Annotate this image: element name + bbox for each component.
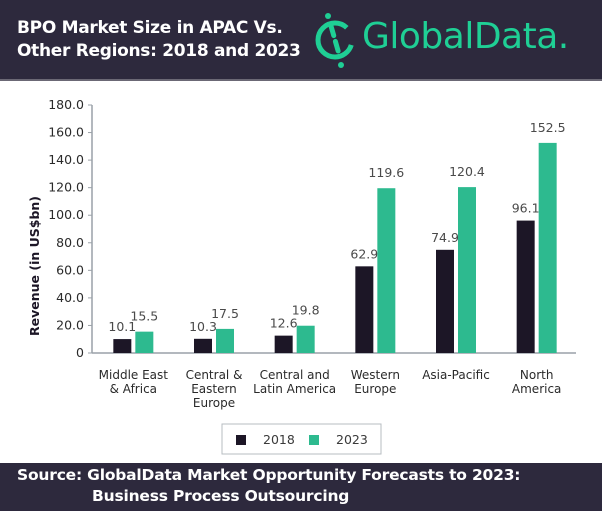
y-tick-label: 120.0 (48, 180, 84, 195)
bar-2018 (355, 266, 374, 353)
data-label-2018: 10.1 (108, 319, 136, 334)
bar-2018 (194, 338, 212, 353)
bar-2018 (516, 220, 535, 353)
y-tick-label: 100.0 (48, 207, 84, 222)
x-tick-label: Europe (193, 396, 235, 410)
y-tick-label: 20.0 (56, 317, 84, 332)
y-tick-label: 140.0 (48, 152, 84, 167)
y-tick-label: 60.0 (56, 262, 84, 277)
y-tick-label: 40.0 (56, 290, 84, 305)
bar-2018 (436, 249, 454, 353)
bar-2023 (216, 328, 234, 353)
x-tick-label: Central and (260, 368, 330, 382)
legend-swatch-2023 (309, 435, 319, 445)
bar-2018 (274, 335, 293, 353)
y-tick-label: 80.0 (56, 235, 84, 250)
globaldata-logo-text: GlobalData. (362, 16, 569, 57)
data-label-2023: 19.8 (292, 303, 320, 318)
data-label-2018: 62.9 (350, 246, 378, 261)
bars-group: 10.115.5 10.317.5 12.619.8 62.9 119.6 74.9 120… (108, 120, 566, 353)
bar-2023 (458, 187, 476, 353)
x-tick-label: Eastern (191, 382, 237, 396)
legend-label-2018: 2018 (263, 432, 295, 447)
y-tick-label: 160.0 (48, 125, 84, 140)
header-banner: BPO Market Size in APAC Vs. Other Region… (0, 0, 602, 81)
x-tick-label: America (512, 382, 562, 396)
y-axis-ticks: 0 20.0 40.0 60.0 80.0 100.0 120.0 140.0 160.0 180… (48, 97, 92, 360)
data-label-2018: 10.3 (189, 319, 217, 334)
chart-title-line1: BPO Market Size in APAC Vs. (17, 18, 283, 38)
x-tick-label: North (520, 368, 554, 382)
data-label-2018: 12.6 (270, 316, 298, 331)
source-line1: Source: GlobalData Market Opportunity Fo… (17, 466, 521, 484)
data-label-2023: 15.5 (130, 309, 158, 324)
data-label-2023: 152.5 (530, 120, 566, 135)
bar-2023 (538, 142, 557, 353)
data-label-2018: 74.9 (431, 230, 459, 245)
x-tick-label: Europe (354, 382, 396, 396)
bar-chart: Revenue (in US$bn) 0 20.0 40.0 60.0 80.0 100.… (27, 97, 576, 455)
data-label-2023: 17.5 (211, 306, 239, 321)
y-tick-label: 180.0 (48, 97, 84, 112)
legend-label-2023: 2023 (336, 432, 368, 447)
data-label-2023: 120.4 (449, 164, 485, 179)
data-label-2018: 96.1 (512, 201, 540, 216)
x-tick-label: & Africa (110, 382, 157, 396)
source-footer: Source: GlobalData Market Opportunity Fo… (0, 463, 602, 511)
y-tick-label: 0 (76, 345, 84, 360)
source-line2: Business Process Outsourcing (92, 487, 350, 505)
legend-swatch-2018 (236, 435, 246, 445)
y-axis-label: Revenue (in US$bn) (27, 196, 42, 336)
x-tick-label: Western (351, 368, 400, 382)
bar-2018 (113, 339, 132, 353)
legend: 2018 2023 (221, 423, 382, 455)
x-tick-label: Asia-Pacific (422, 368, 490, 382)
globaldata-logo-icon (315, 13, 355, 68)
legend-box (221, 423, 382, 455)
x-tick-label: Middle East (99, 368, 169, 382)
data-label-2023: 119.6 (368, 165, 404, 180)
bar-2023 (296, 325, 315, 353)
bar-2023 (377, 188, 396, 353)
x-tick-label: Latin America (253, 382, 336, 396)
chart-title-line2: Other Regions: 2018 and 2023 (17, 41, 301, 61)
x-tick-label: Central & (186, 368, 243, 382)
bar-2023 (135, 331, 154, 353)
chart-title: BPO Market Size in APAC Vs. Other Region… (17, 17, 307, 63)
